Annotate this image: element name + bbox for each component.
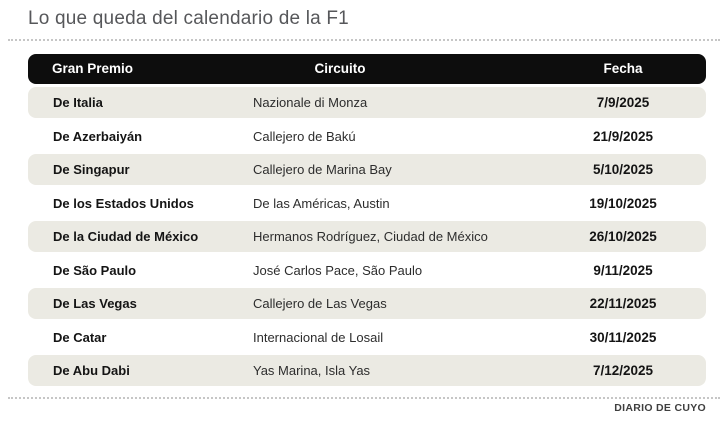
cell-circuito: Hermanos Rodríguez, Ciudad de México	[253, 229, 488, 244]
page-title: Lo que queda del calendario de la F1	[28, 8, 349, 29]
cell-gran-premio: De Singapur	[53, 162, 130, 177]
cell-fecha: 19/10/2025	[589, 195, 657, 211]
source-credit: DIARIO DE CUYO	[614, 402, 706, 414]
table-row: De los Estados Unidos De las Américas, A…	[28, 188, 706, 219]
cell-fecha: 22/11/2025	[589, 296, 657, 311]
cell-gran-premio: De Abu Dabi	[53, 363, 130, 378]
cell-circuito: De las Américas, Austin	[253, 195, 390, 211]
bottom-dotted-divider	[8, 397, 720, 399]
cell-gran-premio: De los Estados Unidos	[53, 195, 194, 211]
table-header-row: Gran Premio Circuito Fecha	[28, 54, 706, 84]
column-header-circuito: Circuito	[314, 61, 366, 76]
cell-fecha: 21/9/2025	[592, 128, 654, 144]
top-dotted-divider	[8, 39, 720, 41]
table-row: De Catar Internacional de Losail 30/11/2…	[28, 322, 706, 353]
table-row: De São Paulo José Carlos Pace, São Paulo…	[28, 255, 706, 286]
cell-fecha: 7/9/2025	[596, 95, 650, 110]
cell-gran-premio: De Catar	[53, 329, 107, 345]
column-header-gran-premio: Gran Premio	[52, 61, 134, 76]
table-row: De Singapur Callejero de Marina Bay 5/10…	[28, 154, 706, 185]
cell-fecha: 7/12/2025	[592, 363, 654, 378]
column-header-fecha: Fecha	[603, 61, 643, 76]
cell-gran-premio: De la Ciudad de México	[53, 229, 199, 244]
cell-gran-premio: De Italia	[53, 95, 103, 110]
cell-fecha: 30/11/2025	[589, 329, 657, 345]
cell-circuito: Callejero de Las Vegas	[253, 296, 387, 311]
cell-circuito: Internacional de Losail	[253, 329, 384, 345]
table-row: De Abu Dabi Yas Marina, Isla Yas 7/12/20…	[28, 355, 706, 386]
table-row: De Las Vegas Callejero de Las Vegas 22/1…	[28, 288, 706, 319]
cell-circuito: Yas Marina, Isla Yas	[253, 363, 371, 378]
cell-gran-premio: De Azerbaiyán	[53, 128, 143, 144]
cell-fecha: 5/10/2025	[592, 162, 654, 177]
table-row: De Italia Nazionale di Monza 7/9/2025	[28, 87, 706, 118]
cell-circuito: Nazionale di Monza	[253, 95, 368, 110]
cell-circuito: José Carlos Pace, São Paulo	[253, 262, 423, 278]
cell-fecha: 26/10/2025	[589, 229, 657, 244]
cell-gran-premio: De Las Vegas	[53, 296, 137, 311]
table-body: De Italia Nazionale di Monza 7/9/2025 De…	[28, 87, 706, 386]
cell-gran-premio: De São Paulo	[53, 262, 137, 278]
table-row: De la Ciudad de México Hermanos Rodrígue…	[28, 221, 706, 252]
f1-calendar-table: Gran Premio Circuito Fecha De Italia Naz…	[28, 54, 706, 389]
cell-circuito: Callejero de Bakú	[253, 128, 356, 144]
cell-circuito: Callejero de Marina Bay	[253, 162, 392, 177]
cell-fecha: 9/11/2025	[593, 262, 653, 278]
table-row: De Azerbaiyán Callejero de Bakú 21/9/202…	[28, 121, 706, 152]
